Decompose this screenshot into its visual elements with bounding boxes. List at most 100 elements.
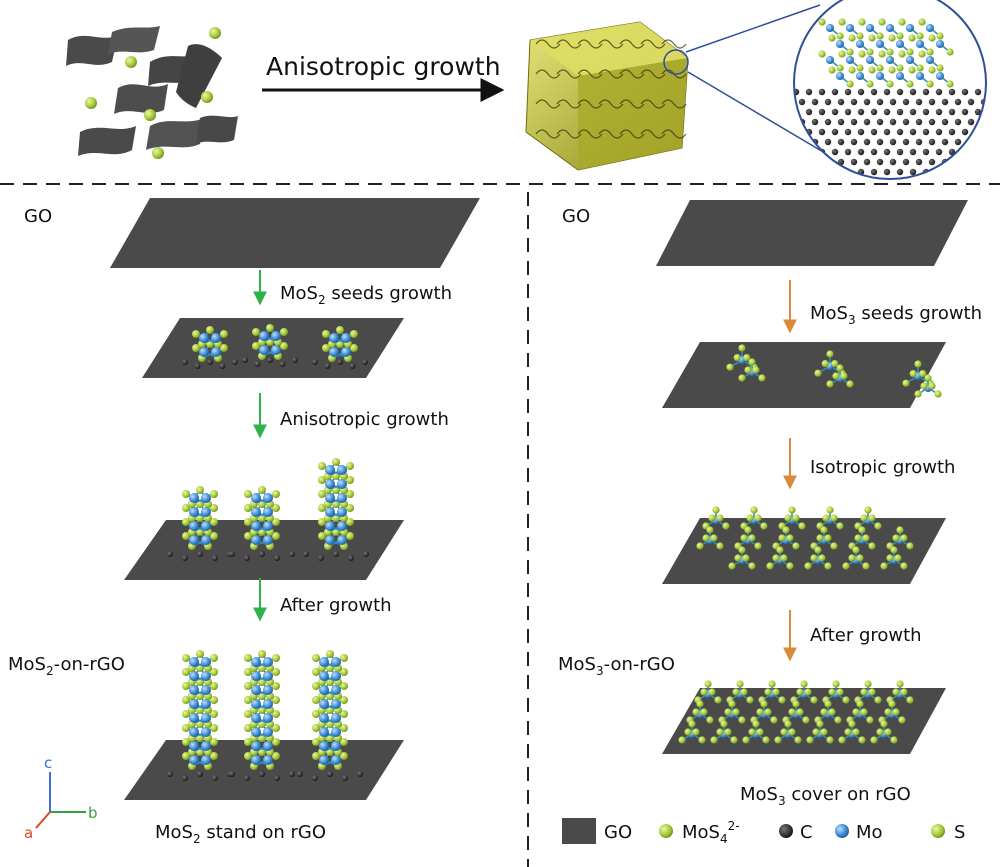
c-atom xyxy=(883,88,891,96)
s-atom xyxy=(740,688,748,696)
s-atom xyxy=(340,654,348,662)
s-atom xyxy=(868,66,876,74)
mo-atom xyxy=(876,40,884,48)
mo-atom xyxy=(826,24,834,32)
c-atom xyxy=(974,108,982,116)
s-atom xyxy=(740,534,748,542)
s-atom xyxy=(350,344,358,352)
c-atom xyxy=(994,119,1000,125)
c-atom xyxy=(889,118,897,126)
c-atom xyxy=(896,148,904,156)
c-atom xyxy=(909,148,917,156)
mo-atom xyxy=(337,493,347,503)
mo-atom xyxy=(201,521,211,531)
c-atom xyxy=(824,118,832,126)
s-atom xyxy=(196,650,204,658)
right-step2-label: Isotropic growth xyxy=(810,457,955,478)
s-atom xyxy=(244,724,252,732)
top-arrow-label: Anisotropic growth xyxy=(266,52,501,81)
c-atom xyxy=(324,363,331,369)
mo-atom xyxy=(856,40,864,48)
c-atom xyxy=(902,138,910,146)
mo-atom xyxy=(201,685,211,695)
c-atom xyxy=(254,361,261,367)
flake-edge xyxy=(661,99,687,109)
mo-atom xyxy=(189,521,199,531)
s-atom xyxy=(894,554,902,562)
c-atom xyxy=(948,108,956,116)
s-atom xyxy=(710,534,718,542)
s-atom xyxy=(874,522,882,530)
flake-edge xyxy=(598,69,624,79)
flake-edge xyxy=(598,39,624,49)
c-atom xyxy=(244,775,250,781)
c-atom xyxy=(811,158,819,166)
c-atom xyxy=(362,359,368,365)
s-atom xyxy=(856,554,864,562)
s-atom xyxy=(826,506,834,514)
s-atom xyxy=(210,710,218,718)
s-atom xyxy=(832,680,840,688)
right-step3-label: After growth xyxy=(810,625,922,646)
c-atom xyxy=(194,363,201,369)
mo-atom xyxy=(866,56,874,64)
left-step1-label: MoS2 seeds growth xyxy=(280,283,452,307)
c-atom xyxy=(928,138,936,146)
s-atom xyxy=(778,534,786,542)
mo-atom xyxy=(331,755,341,765)
s-atom xyxy=(810,696,818,704)
s-atom xyxy=(706,716,714,724)
s-atom xyxy=(340,724,348,732)
s-atom xyxy=(866,716,874,724)
s-atom xyxy=(796,688,804,696)
s-atom xyxy=(868,34,876,42)
s-atom xyxy=(828,708,836,716)
mo-atom xyxy=(325,535,335,545)
flake-edge xyxy=(535,99,561,109)
s-atom xyxy=(724,728,732,736)
mo-atom xyxy=(337,507,347,517)
mo-atom xyxy=(325,521,335,531)
s-atom xyxy=(272,738,280,746)
mo-atom xyxy=(331,671,341,681)
s-atom xyxy=(748,534,756,542)
s-atom xyxy=(896,526,904,534)
s-atom xyxy=(866,48,874,56)
s-atom xyxy=(346,532,354,540)
s-atom xyxy=(350,330,358,338)
c-atom xyxy=(811,98,819,106)
s-atom xyxy=(244,518,252,526)
s-atom xyxy=(788,728,796,736)
s-atom xyxy=(754,542,762,550)
s-atom xyxy=(692,708,700,716)
c-atom xyxy=(167,771,173,777)
mo-atom xyxy=(251,741,261,751)
s-atom xyxy=(272,518,280,526)
flake-edge xyxy=(577,69,603,79)
s-atom xyxy=(896,64,904,72)
s-atom xyxy=(738,546,746,554)
c-atom xyxy=(896,128,904,136)
s-atom xyxy=(700,688,708,696)
s-atom xyxy=(730,736,738,744)
flake-edge xyxy=(661,129,687,139)
s-atom xyxy=(206,326,214,334)
s-atom xyxy=(788,708,796,716)
flake-edge xyxy=(556,129,582,139)
flake-edge xyxy=(535,69,561,79)
s-atom xyxy=(760,700,768,708)
c-atom xyxy=(357,771,363,777)
s-atom xyxy=(814,546,822,554)
s-atom xyxy=(870,736,878,744)
s-atom xyxy=(792,700,800,708)
c-atom xyxy=(896,168,904,176)
s-atom xyxy=(210,724,218,732)
s-atom xyxy=(826,350,834,358)
s-atom xyxy=(862,534,870,542)
c-atom xyxy=(312,775,318,781)
s-atom xyxy=(340,668,348,676)
s-atom xyxy=(340,682,348,690)
c-atom xyxy=(182,775,188,781)
s-atom xyxy=(820,526,828,534)
c-atom xyxy=(948,88,956,96)
